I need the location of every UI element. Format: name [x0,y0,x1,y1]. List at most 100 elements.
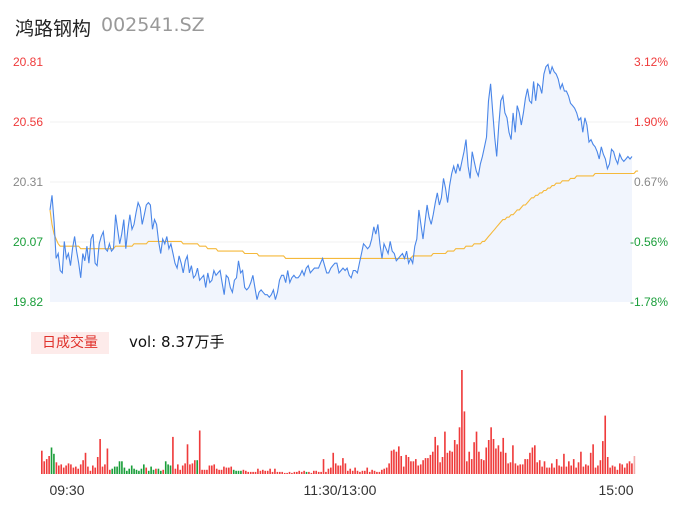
volume-bar [242,469,245,474]
volume-bar [296,471,298,474]
volume-bar [257,468,259,474]
volume-bar [538,460,541,474]
volume-bar [587,465,590,474]
volume-bar [128,468,131,474]
volume-bar [150,466,152,474]
volume-bar [631,463,633,474]
volume-bar [111,468,114,474]
volume-bar [184,463,186,474]
volume-bar [519,464,522,474]
volume-bar [393,449,395,474]
volume-bar [376,471,378,474]
volume-bar [507,463,509,474]
volume-bar [342,458,344,474]
volume-bar [48,456,50,474]
y-label-left: 20.07 [13,235,43,249]
volume-bar [349,468,352,474]
volume-bar [60,464,63,474]
volume-bar [245,470,247,474]
volume-bar [395,451,398,474]
y-label-right: 1.90% [634,115,668,129]
volume-bar [118,461,121,474]
volume-bar [388,463,390,474]
volume-bar [109,469,111,474]
volume-bars [41,370,636,474]
stock-code: 002541.SZ [101,14,205,36]
x-axis-label: 11:30/13:00 [304,482,377,498]
volume-bar [582,466,585,474]
volume-bar [62,467,65,474]
volume-bar [172,436,174,474]
volume-bar [121,461,123,474]
volume-bar [230,466,233,474]
volume-bar [536,462,539,474]
volume-bar [354,467,356,474]
volume-bar [140,468,143,474]
volume-bar [546,467,548,474]
volume-bar [104,464,106,474]
volume-bar [232,469,235,474]
volume-bar [53,453,55,474]
volume-bar [283,472,286,474]
volume-bar [249,471,252,474]
volume-bar [371,469,373,474]
volume-bar [259,470,262,474]
volume-bar [473,442,475,474]
y-label-left: 20.56 [13,115,43,129]
volume-bar [305,471,308,474]
volume-bar [276,471,279,474]
y-label-left: 19.82 [13,295,43,309]
volume-bar [152,469,155,474]
volume-bar [599,460,602,474]
volume-bar [206,469,208,474]
volume-bar [271,471,274,474]
volume-bar [621,464,624,474]
volume-bar [99,439,101,474]
volume-bar [213,464,216,474]
volume-bar [162,469,165,474]
volume-bar [543,461,546,474]
volume-bar [106,448,109,474]
volume-bar [196,460,199,474]
volume-bar [410,461,412,474]
volume-bar [133,468,135,474]
volume-bar [458,427,461,474]
volume-bar [444,431,446,474]
volume-bar [167,464,169,474]
y-label-right: -1.78% [630,295,668,309]
volume-bar [385,467,388,474]
volume-bar [373,470,376,474]
volume-bar [138,470,140,474]
volume-bar [89,470,92,474]
volume-bar [521,464,524,474]
volume-bar [179,469,182,474]
volume-bar [247,471,250,474]
volume-bar [492,439,495,474]
volume-bar [344,463,347,474]
volume-bar [77,468,80,474]
daily-volume-tab[interactable]: 日成交量 [31,332,109,354]
volume-bar [75,466,77,474]
volume-bar [191,463,194,474]
volume-bar [412,461,415,474]
volume-bar [70,464,72,474]
volume-bar [298,470,301,474]
volume-bar [208,465,211,474]
volume-bar [50,447,53,474]
volume-bar [558,465,560,474]
volume-bar [429,454,432,474]
volume-bar [288,471,291,474]
volume-bar [147,470,150,474]
volume-bar [633,456,636,474]
x-axis-label: 15:00 [598,482,633,498]
volume-bar [402,466,405,474]
volume-bar [225,467,228,474]
volume-bar [223,466,225,474]
volume-bar [541,466,543,474]
x-axis-label: 09:30 [49,482,84,498]
volume-bar [237,470,240,474]
volume-bar [303,470,305,474]
volume-bar [619,463,621,474]
volume-bar [577,462,580,474]
volume-bar [568,461,570,474]
